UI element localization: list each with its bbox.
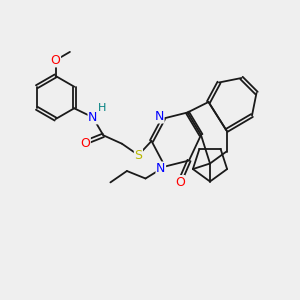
Text: O: O [175,176,185,189]
Text: S: S [134,148,142,162]
Text: O: O [80,137,90,150]
Text: H: H [98,103,106,113]
Text: N: N [88,111,98,124]
Text: N: N [156,162,166,175]
Text: N: N [154,110,164,123]
Text: O: O [51,54,60,67]
